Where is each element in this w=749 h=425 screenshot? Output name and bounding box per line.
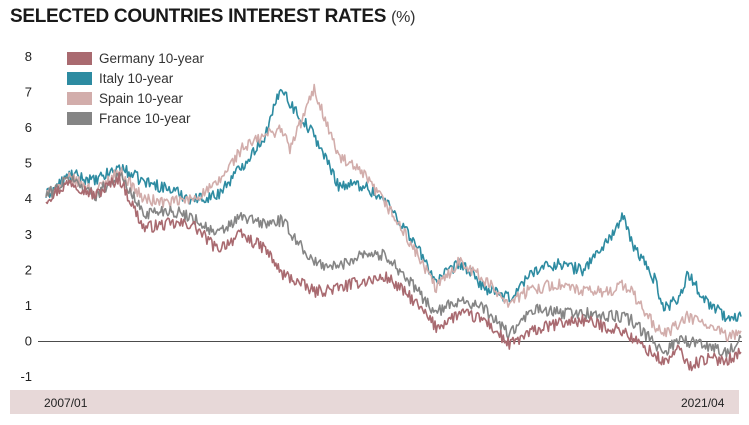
legend-swatch [67, 92, 92, 105]
y-axis: -1 0 1 2 3 4 5 6 7 8 [20, 49, 32, 384]
x-start-label: 2007/01 [44, 396, 88, 410]
legend: Germany 10-year Italy 10-year Spain 10-yea… [67, 51, 205, 126]
y-tick-label: 3 [25, 227, 32, 242]
x-end-label: 2021/04 [681, 396, 725, 410]
series-line-2 [45, 88, 742, 323]
chart-title: SELECTED COUNTRIES INTEREST RATES (%) [10, 6, 415, 28]
y-tick-label: 0 [25, 333, 32, 348]
y-tick-label: 7 [25, 85, 32, 100]
y-tick-label: 5 [25, 156, 32, 171]
chart-title-text: SELECTED COUNTRIES INTEREST RATES [10, 6, 387, 27]
y-tick-label: -1 [20, 369, 32, 384]
legend-swatch [67, 72, 92, 85]
chart-title-unit: (%) [391, 9, 416, 26]
legend-label: Spain 10-year [99, 91, 184, 106]
y-tick-label: 4 [25, 191, 32, 206]
legend-swatch [67, 112, 92, 125]
x-axis-band [10, 390, 739, 414]
legend-swatch [67, 52, 92, 65]
y-tick-label: 1 [25, 298, 32, 313]
series-line-3 [45, 83, 742, 343]
y-tick-label: 6 [25, 120, 32, 135]
y-tick-label: 8 [25, 49, 32, 64]
legend-label: Germany 10-year [99, 51, 205, 66]
series-line-4 [45, 172, 742, 359]
legend-label: France 10-year [99, 111, 191, 126]
legend-label: Italy 10-year [99, 71, 174, 86]
series-line-1 [45, 172, 742, 372]
y-tick-label: 2 [25, 262, 32, 277]
series-layer [45, 83, 742, 372]
